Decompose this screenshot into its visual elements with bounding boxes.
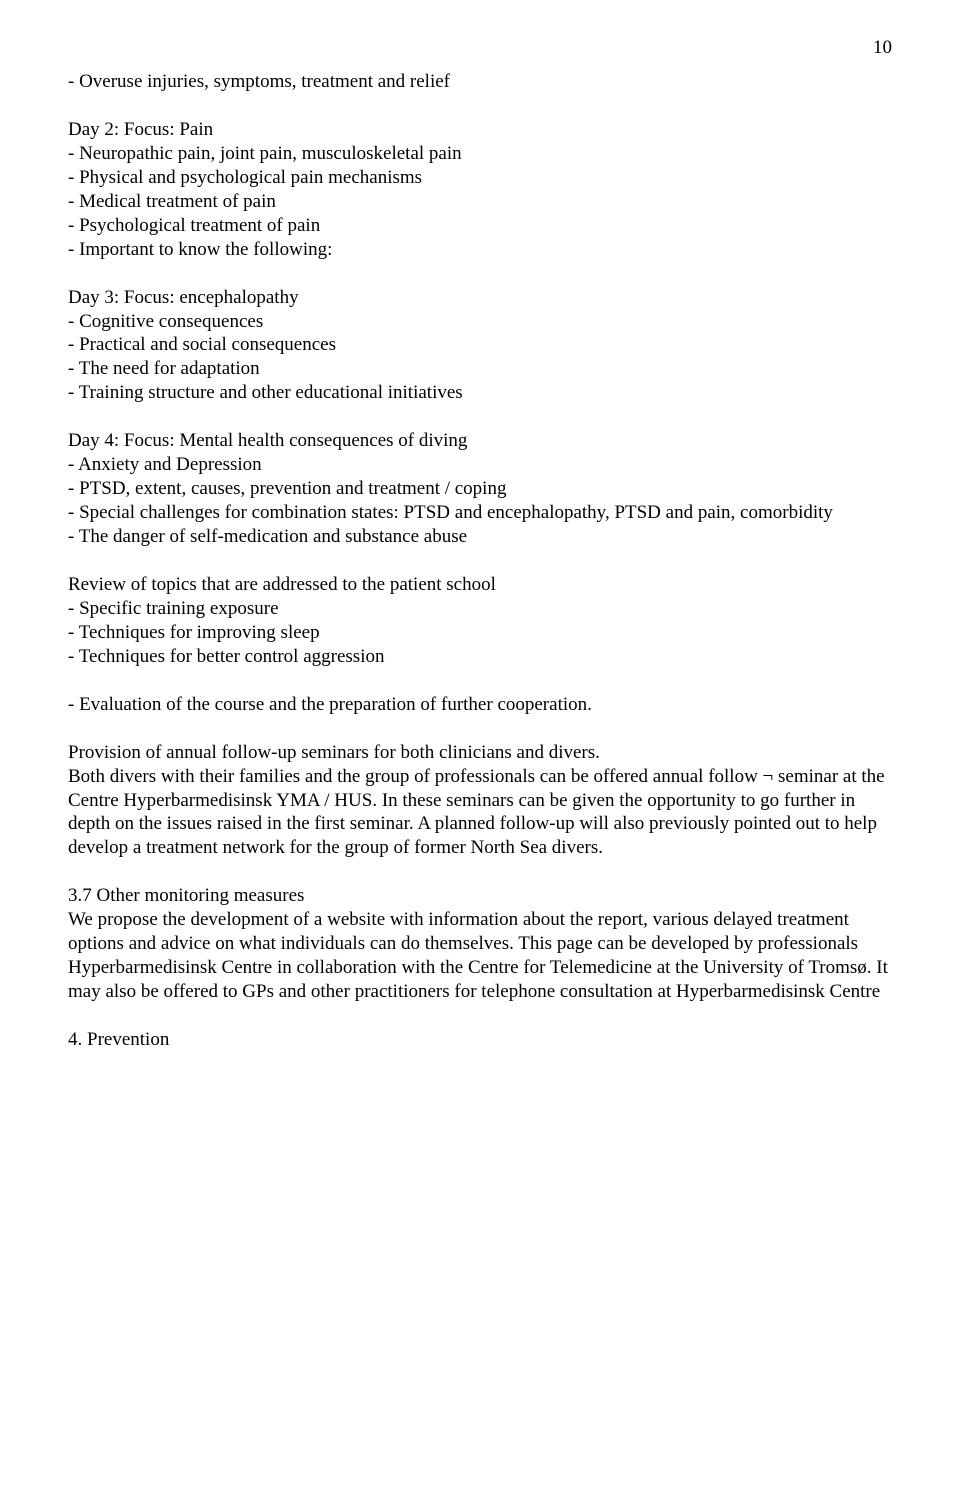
text-line: 3.7 Other monitoring measures (68, 884, 892, 908)
text-line: - Techniques for better control aggressi… (68, 645, 892, 669)
page-number: 10 (873, 36, 892, 60)
text-line: Review of topics that are addressed to t… (68, 573, 892, 597)
text-line: We propose the development of a website … (68, 908, 892, 1004)
paragraph: 4. Prevention (68, 1028, 892, 1052)
text-line: - Practical and social consequences (68, 333, 892, 357)
text-line: 4. Prevention (68, 1028, 892, 1052)
text-line: - Physical and psychological pain mechan… (68, 166, 892, 190)
text-line: Both divers with their families and the … (68, 765, 892, 861)
paragraph: Day 4: Focus: Mental health consequences… (68, 429, 892, 549)
text-line: - The danger of self-medication and subs… (68, 525, 892, 549)
text-line: - Evaluation of the course and the prepa… (68, 693, 892, 717)
paragraph: Day 2: Focus: Pain- Neuropathic pain, jo… (68, 118, 892, 262)
text-line: Day 4: Focus: Mental health consequences… (68, 429, 892, 453)
text-line: Day 2: Focus: Pain (68, 118, 892, 142)
text-line: - Medical treatment of pain (68, 190, 892, 214)
paragraph: Day 3: Focus: encephalopathy- Cognitive … (68, 286, 892, 406)
text-line: Provision of annual follow-up seminars f… (68, 741, 892, 765)
text-line: - PTSD, extent, causes, prevention and t… (68, 477, 892, 501)
text-line: - Specific training exposure (68, 597, 892, 621)
document-page: 10 - Overuse injuries, symptoms, treatme… (0, 0, 960, 1112)
text-line: - Special challenges for combination sta… (68, 501, 892, 525)
document-body: - Overuse injuries, symptoms, treatment … (68, 70, 892, 1052)
text-line: - Anxiety and Depression (68, 453, 892, 477)
text-line: - The need for adaptation (68, 357, 892, 381)
text-line: - Training structure and other education… (68, 381, 892, 405)
paragraph: Review of topics that are addressed to t… (68, 573, 892, 669)
paragraph: - Evaluation of the course and the prepa… (68, 693, 892, 717)
paragraph: Provision of annual follow-up seminars f… (68, 741, 892, 861)
text-line: - Cognitive consequences (68, 310, 892, 334)
paragraph: 3.7 Other monitoring measuresWe propose … (68, 884, 892, 1004)
text-line: - Neuropathic pain, joint pain, musculos… (68, 142, 892, 166)
text-line: Day 3: Focus: encephalopathy (68, 286, 892, 310)
text-line: - Techniques for improving sleep (68, 621, 892, 645)
text-line: - Important to know the following: (68, 238, 892, 262)
text-line: - Psychological treatment of pain (68, 214, 892, 238)
text-line: - Overuse injuries, symptoms, treatment … (68, 70, 892, 94)
paragraph: - Overuse injuries, symptoms, treatment … (68, 70, 892, 94)
